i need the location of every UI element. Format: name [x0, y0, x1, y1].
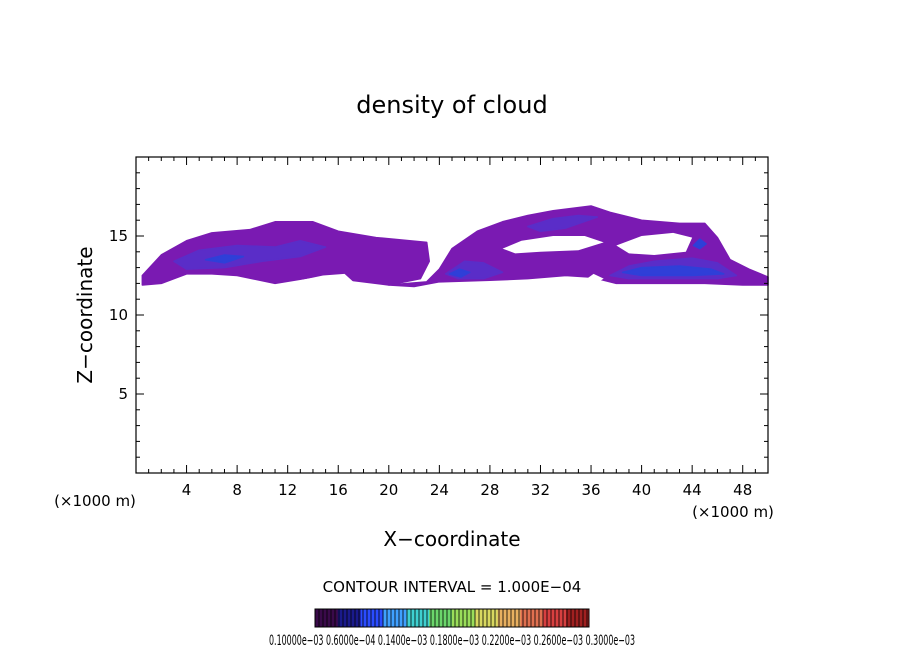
contour-interval-label: CONTOUR INTERVAL = 1.000E−04: [323, 578, 582, 596]
colorbar-frame: [314, 608, 590, 628]
y-tick-label: 5: [118, 385, 128, 403]
cloud-region-core: [621, 265, 725, 277]
x-tick-label: 28: [480, 481, 499, 499]
x-tick-label: 8: [232, 481, 242, 499]
x-tick-label: 4: [182, 481, 192, 499]
x-axis-label: X−coordinate: [383, 527, 520, 551]
colorbar-swatch: [566, 609, 590, 627]
x-tick-label: 44: [683, 481, 702, 499]
x-tick-label: 20: [379, 481, 398, 499]
x-tick-label: 32: [531, 481, 550, 499]
chart-title: density of cloud: [356, 91, 547, 119]
cloud-region-mid: [527, 214, 599, 233]
x-tick-label: 24: [430, 481, 449, 499]
x-tick-label: 16: [329, 481, 348, 499]
colorbar-swatch: [406, 609, 430, 627]
cloud-region-mid: [173, 239, 327, 270]
cloud-region-core: [448, 268, 471, 278]
y-tick-label: 10: [109, 306, 128, 324]
x-unit-left: (×1000 m): [54, 492, 136, 510]
colorbar-swatch: [497, 609, 521, 627]
plot-area: [141, 205, 769, 288]
cloud-region-core: [204, 254, 245, 264]
cloud-gap: [584, 273, 604, 285]
y-axis-label: Z−coordinate: [73, 246, 97, 383]
colorbar-swatch: [520, 609, 544, 627]
x-tick-label: 48: [733, 481, 752, 499]
colorbar-labels: 0.10000e−03 0.6000e−04 0.1400e−03 0.1800…: [269, 633, 635, 649]
x-tick-label: 12: [278, 481, 297, 499]
colorbar: [314, 608, 590, 628]
cloud-gap: [300, 273, 354, 285]
colorbar-swatch: [429, 609, 453, 627]
colorbar-swatch: [337, 609, 362, 627]
cloud-gap: [502, 236, 604, 254]
colorbar-swatch: [474, 609, 499, 627]
y-tick-label: 15: [109, 227, 128, 245]
colorbar-swatch: [360, 609, 384, 627]
plot-frame: [135, 156, 769, 474]
cloud-region-core: [692, 238, 707, 250]
colorbar-swatch: [452, 609, 476, 627]
x-tick-label: 36: [581, 481, 600, 499]
x-tick-label: 40: [632, 481, 651, 499]
cloud-gap: [616, 232, 693, 255]
x-unit-right: (×1000 m): [692, 503, 774, 521]
